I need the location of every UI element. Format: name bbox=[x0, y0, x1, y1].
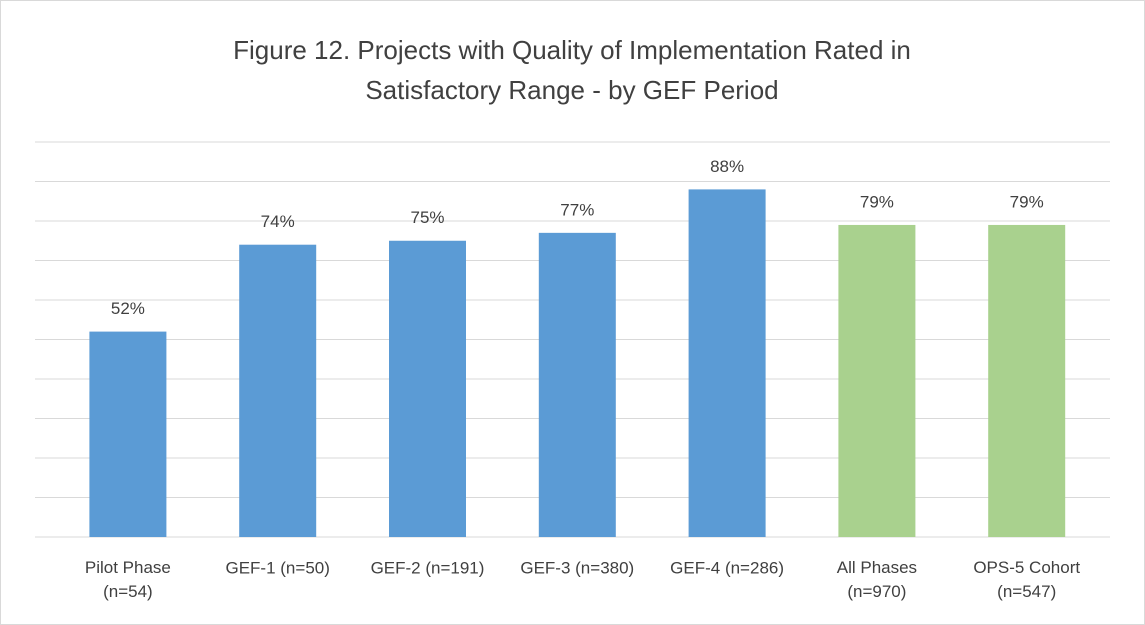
x-tick-label: All Phases (n=970) bbox=[837, 558, 917, 601]
bar bbox=[688, 189, 766, 537]
data-label: 88% bbox=[710, 157, 744, 176]
x-tick-label: GEF-4 (n=286) bbox=[670, 558, 784, 577]
data-label: 79% bbox=[860, 192, 894, 211]
bar bbox=[988, 224, 1066, 537]
bar bbox=[538, 232, 616, 537]
x-tick-label: OPS-5 Cohort (n=547) bbox=[973, 558, 1080, 601]
x-tick-label: Pilot Phase (n=54) bbox=[85, 558, 171, 601]
bar bbox=[389, 240, 466, 537]
x-tick-label: GEF-3 (n=380) bbox=[520, 558, 634, 577]
data-label: 75% bbox=[410, 208, 444, 227]
bar bbox=[838, 224, 916, 537]
bar bbox=[239, 244, 317, 537]
data-label: 79% bbox=[1010, 192, 1044, 211]
x-tick-label: GEF-2 (n=191) bbox=[371, 558, 485, 577]
data-label: 74% bbox=[261, 212, 295, 231]
data-label: 77% bbox=[560, 200, 594, 219]
chart-title: Figure 12. Projects with Quality of Impl… bbox=[233, 35, 911, 105]
bar bbox=[89, 331, 167, 537]
data-label: 52% bbox=[111, 299, 145, 318]
x-tick-label: GEF-1 (n=50) bbox=[225, 558, 329, 577]
